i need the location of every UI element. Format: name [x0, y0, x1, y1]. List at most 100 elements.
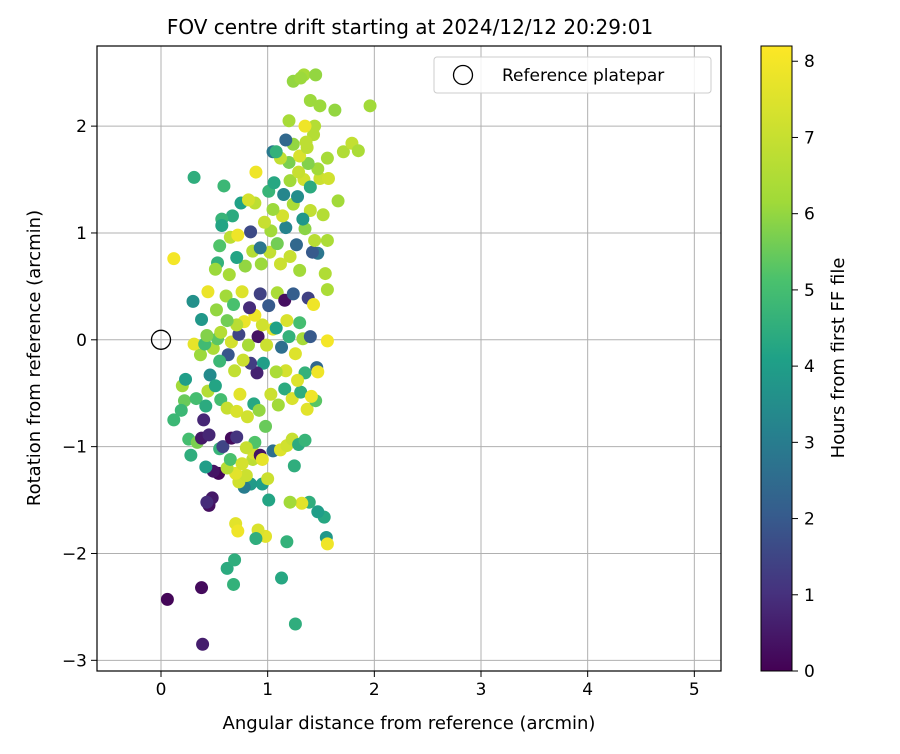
data-point [256, 356, 270, 370]
data-point [201, 285, 215, 299]
data-point [316, 208, 330, 222]
data-point [230, 251, 244, 265]
data-point [282, 114, 296, 128]
x-tick-label: 0 [156, 680, 167, 700]
data-point [289, 238, 303, 252]
data-point [320, 283, 334, 297]
data-point [266, 202, 280, 216]
legend-box [433, 56, 712, 94]
data-point [288, 617, 302, 631]
data-point [311, 365, 325, 379]
data-point [308, 233, 322, 247]
colorbar-tick-label: 2 [804, 510, 815, 530]
data-point [279, 133, 293, 147]
data-point [195, 581, 209, 595]
y-tick-label: −1 [62, 438, 87, 458]
data-points [150, 68, 377, 651]
y-axis-ticks: −3 −2 −1 0 1 2 [62, 117, 97, 671]
data-point [250, 366, 264, 380]
data-point [305, 245, 319, 259]
data-point [269, 321, 283, 335]
data-point [275, 340, 289, 354]
data-point [214, 325, 228, 339]
data-point [252, 403, 266, 417]
data-point [351, 144, 365, 158]
data-point [195, 313, 209, 327]
data-point [199, 460, 213, 474]
data-point [311, 162, 325, 176]
data-point [174, 403, 188, 417]
data-point [283, 249, 297, 263]
data-point [193, 348, 207, 362]
colorbar-tick-label: 1 [804, 586, 815, 606]
data-point [336, 145, 350, 159]
data-point [291, 373, 305, 387]
data-point [275, 571, 289, 585]
data-point [262, 493, 276, 507]
data-point [303, 204, 317, 218]
data-point [160, 592, 174, 606]
x-tick-label: 2 [369, 680, 380, 700]
x-tick-label: 3 [476, 680, 487, 700]
data-point [254, 257, 268, 271]
data-point [257, 215, 271, 229]
data-point [288, 347, 302, 361]
data-point [213, 239, 227, 253]
data-point [202, 428, 216, 442]
data-point [301, 157, 315, 171]
data-point [189, 392, 203, 406]
data-point [300, 402, 314, 416]
y-tick-label: −2 [62, 544, 87, 564]
data-point [298, 119, 312, 133]
data-point [293, 316, 307, 330]
data-point [320, 151, 334, 165]
data-point [230, 404, 244, 418]
data-point [280, 535, 294, 549]
data-point [167, 252, 181, 266]
data-point [269, 145, 283, 159]
grid-lines [97, 46, 721, 671]
data-point [167, 413, 181, 427]
data-point [313, 99, 327, 113]
data-point [255, 318, 269, 332]
x-axis-label: Angular distance from reference (arcmin) [223, 713, 596, 734]
x-axis-ticks: 0 1 2 3 4 5 [156, 671, 700, 700]
data-point [282, 330, 296, 344]
data-point [262, 299, 276, 313]
data-point [219, 289, 233, 303]
data-point [222, 268, 236, 282]
data-point [231, 228, 245, 242]
data-point [208, 379, 222, 393]
data-point [225, 209, 239, 223]
data-point [203, 368, 217, 382]
x-tick-label: 4 [582, 680, 593, 700]
colorbar-label: Hours from first FF file [828, 258, 849, 459]
colorbar-tick-label: 6 [804, 205, 815, 225]
data-point [253, 287, 267, 301]
colorbar-tick-label: 0 [804, 662, 815, 682]
data-point [249, 532, 263, 546]
data-point [287, 459, 301, 473]
data-point [216, 440, 230, 454]
data-point [239, 441, 253, 455]
data-point [238, 259, 252, 273]
data-point [269, 365, 283, 379]
reference-platepar-marker [150, 329, 172, 350]
data-point [277, 188, 291, 202]
data-point [295, 496, 309, 510]
data-point [283, 495, 297, 509]
y-tick-label: −3 [62, 651, 87, 671]
colorbar-tick-label: 8 [804, 52, 815, 72]
data-point [213, 354, 227, 368]
data-point [318, 267, 332, 281]
data-point [278, 382, 292, 396]
data-point [299, 135, 313, 149]
data-point [227, 298, 241, 312]
data-point [259, 419, 273, 433]
data-point [187, 170, 201, 184]
chart-title: FOV centre drift starting at 2024/12/12 … [167, 15, 653, 39]
data-point [271, 398, 285, 412]
data-point [243, 301, 257, 315]
